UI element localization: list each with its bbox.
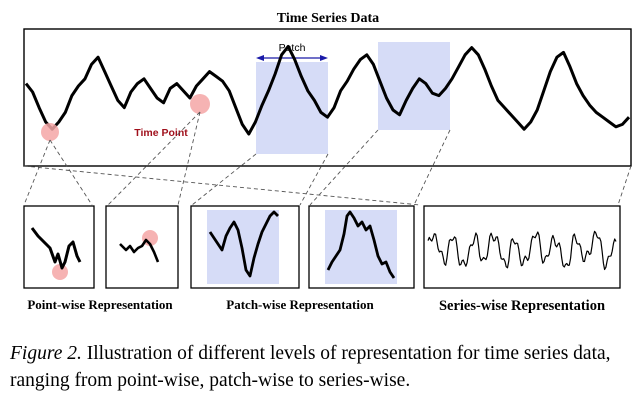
caption-text: Illustration of different levels of repr…	[10, 343, 611, 391]
main-series-line	[24, 44, 631, 136]
patch-series-snippet-2	[326, 210, 396, 279]
label-point-wise: Point-wise Representation	[27, 297, 173, 312]
point-series-snippet-1	[30, 227, 82, 270]
time-point-marker-1	[41, 123, 59, 141]
caption-lead: Figure 2.	[10, 343, 82, 364]
figure-caption: Figure 2. Illustration of different leve…	[10, 340, 635, 394]
representation-diagram: Time Series Data Patch Time Point	[23, 11, 632, 314]
diagram-title: Time Series Data	[277, 11, 379, 26]
dashed-connectors	[23, 111, 632, 206]
label-series-wise: Series-wise Representation	[439, 298, 605, 314]
patch-highlight-1	[256, 62, 328, 154]
main-series-box	[23, 28, 632, 167]
time-point-marker-2	[190, 94, 210, 114]
time-point-label: Time Point	[134, 127, 188, 139]
point-series-snippet-2	[119, 238, 160, 263]
series-wise-line	[427, 230, 617, 271]
label-patch-wise: Patch-wise Representation	[226, 297, 374, 312]
series-wise-box	[423, 205, 621, 289]
patch-arrow	[256, 55, 328, 61]
point-marker-box-1	[52, 264, 68, 280]
patch-series-snippet-1	[208, 210, 279, 278]
